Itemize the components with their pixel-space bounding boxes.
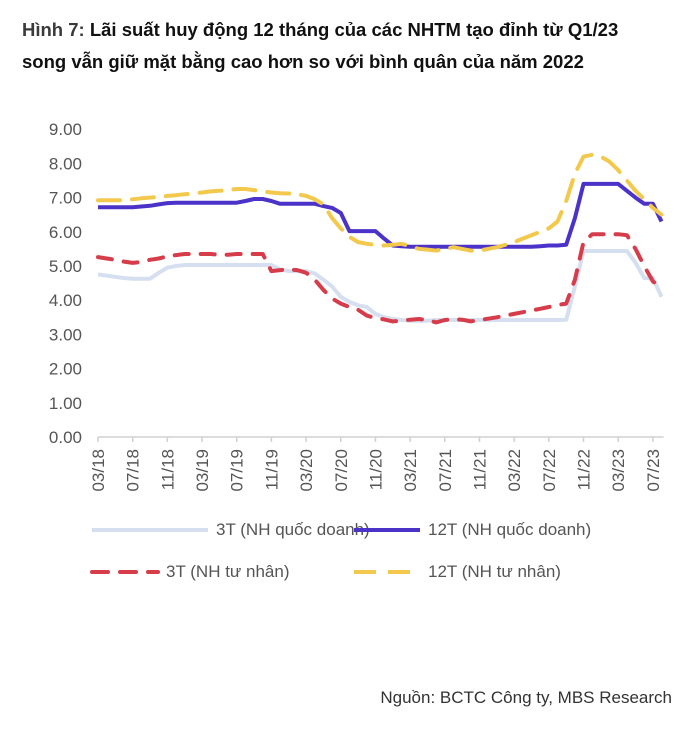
y-tick-label: 5.00 (49, 257, 82, 276)
x-tick-label: 11/20 (366, 449, 385, 490)
x-tick-label: 07/20 (332, 449, 351, 492)
legend-item-12t-quoc-doanh: 12T (NH quốc doanh) (352, 518, 591, 542)
x-tick-label: 11/18 (158, 449, 177, 490)
x-tick-label: 03/20 (297, 449, 316, 492)
y-tick-label: 0.00 (49, 428, 82, 447)
x-tick-label: 07/18 (124, 449, 143, 492)
figure-number: Hình 7: (22, 19, 90, 40)
x-tick-label: 11/21 (470, 449, 489, 490)
series-line-3t-nh-qu-c-doanh- (97, 249, 664, 323)
y-tick-label: 6.00 (49, 223, 82, 242)
legend-swatch-solid-lightblue (92, 528, 208, 532)
x-tick-label: 03/21 (401, 449, 420, 492)
x-tick-label: 07/22 (540, 449, 559, 492)
series-line-12t-nh-t-nh-n- (96, 152, 664, 253)
x-tick-label: 03/19 (193, 449, 212, 492)
series-line-3t-nh-t-nh-n- (96, 232, 664, 325)
x-tick-label: 03/18 (89, 449, 108, 492)
y-tick-label: 4.00 (49, 291, 82, 310)
x-tick-label: 11/19 (262, 449, 281, 490)
legend-swatch-solid-purple (354, 528, 420, 532)
y-tick-label: 9.00 (49, 120, 82, 139)
y-tick-label: 2.00 (49, 360, 82, 379)
y-tick-label: 7.00 (49, 189, 82, 208)
y-axis: 0.00 1.00 2.00 3.00 4.00 5.00 6.00 7.00 8.00 9.00 (49, 120, 82, 447)
series-layer (96, 152, 664, 325)
legend-item-3t-tu-nhan: 3T (NH tư nhân) (90, 560, 290, 584)
legend-label: 3T (NH quốc doanh) (216, 520, 370, 539)
y-tick-label: 8.00 (49, 154, 82, 173)
x-axis: 03/18 07/18 11/18 03/19 07/19 11/19 03/20 07/20… (89, 436, 664, 492)
legend-label: 12T (NH tư nhân) (428, 562, 561, 581)
x-tick-label: 07/19 (228, 449, 247, 492)
legend-swatch-dashed-yellow (354, 570, 420, 574)
x-tick-label: 07/23 (644, 449, 663, 492)
y-tick-label: 3.00 (49, 325, 82, 344)
series-line-12t-nh-qu-c-doanh- (98, 181, 664, 249)
legend-label: 12T (NH quốc doanh) (428, 520, 592, 539)
x-tick-label: 11/22 (575, 449, 594, 490)
legend-label: 3T (NH tư nhân) (166, 562, 290, 581)
legend-item-3t-quoc-doanh: 3T (NH quốc doanh) (90, 518, 370, 542)
y-tick-label: 1.00 (49, 394, 82, 413)
title-line-1: Hình 7: Lãi suất huy động 12 tháng của c… (22, 14, 692, 46)
legend-item-12t-tu-nhan: 12T (NH tư nhân) (352, 560, 561, 584)
source-note: Nguồn: BCTC Công ty, MBS Research (380, 688, 672, 707)
legend-swatch-dashed-red (90, 570, 160, 574)
line-chart: 0.00 1.00 2.00 3.00 4.00 5.00 6.00 7.00 8.00 9.00… (49, 120, 664, 492)
x-tick-label: 03/22 (505, 449, 524, 492)
chart-title: Hình 7: Lãi suất huy động 12 tháng của c… (22, 14, 692, 78)
x-tick-label: 03/23 (609, 449, 628, 492)
x-tick-label: 07/21 (436, 449, 455, 492)
title-text-1: Lãi suất huy động 12 tháng của các NHTM … (89, 19, 619, 40)
title-line-2: song vẫn giữ mặt bằng cao hơn so với bìn… (22, 51, 584, 72)
